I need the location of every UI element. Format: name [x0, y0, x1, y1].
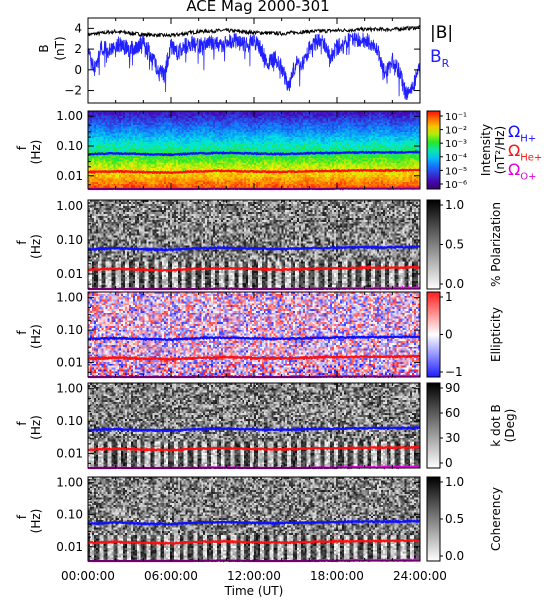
colorbar-tick-label: 1 [445, 290, 453, 304]
y-tick-label: 0.01 [56, 356, 83, 370]
y-tick-label: 2 [74, 42, 82, 56]
legend-b-total: |B| [430, 23, 453, 43]
y-tick-label: 1.00 [56, 476, 83, 490]
colorbar-tick-label: 0.0 [445, 277, 464, 291]
legend-omega-he: ΩHe+ [508, 141, 542, 163]
x-tick-label: 24:00:00 [393, 569, 447, 583]
y-tick-label: 1.00 [56, 199, 83, 213]
colorbar-tick-label: 10⁻² [445, 126, 467, 137]
y-tick-label: 0.10 [56, 323, 83, 337]
colorbar [426, 382, 441, 469]
y-tick-label: 0.10 [56, 508, 83, 522]
colorbar-tick-label: 1.0 [445, 475, 464, 489]
line-omega-h [87, 335, 421, 342]
line-omega-he [87, 354, 421, 362]
colorbar-tick-label: 0.5 [445, 238, 464, 252]
colorbar-tick-label: 90 [445, 381, 460, 395]
line-omega-h [87, 518, 421, 526]
y-tick-label: 0.01 [56, 447, 83, 461]
y-tick-label: 0.10 [56, 414, 83, 428]
colorbar-tick-label: 10⁻¹ [445, 112, 467, 123]
x-axis-label: Time (UT) [224, 584, 284, 598]
legend-omega-o: ΩO+ [508, 160, 536, 182]
colorbar-label: % Polarization [489, 202, 503, 287]
colorbar-unit: (nT²/Hz) [493, 126, 507, 174]
y-tick-label: 0.01 [56, 169, 83, 183]
y-tick-label: 0.10 [56, 139, 83, 153]
legend-b-r: BR [430, 47, 450, 70]
colorbar-tick-label: 0.5 [445, 512, 464, 526]
x-tick-label: 18:00:00 [310, 569, 364, 583]
y-tick-label: 0.01 [56, 540, 83, 554]
x-tick-label: 06:00:00 [144, 569, 198, 583]
colorbar-tick-label: 0 [445, 328, 453, 342]
y-tick-label: 4 [74, 21, 82, 35]
line-omega-he [87, 445, 421, 452]
colorbar [426, 476, 441, 562]
colorbar-tick-label: 10⁻⁴ [445, 153, 467, 164]
series-b-total-line [87, 24, 421, 38]
colorbar-tick-label: 10⁻⁶ [445, 180, 467, 191]
colorbar-tick-label: 10⁻³ [445, 139, 467, 150]
colorbar-tick-label: 60 [445, 406, 460, 420]
x-tick-label: 00:00:00 [61, 569, 115, 583]
spectrogram-image [88, 383, 420, 468]
colorbar-tick-label: 1.0 [445, 198, 464, 212]
colorbar-label: k dot B [489, 404, 503, 446]
y-tick-label: 1.00 [56, 109, 83, 123]
y-axis-unit: (nT) [53, 36, 67, 60]
colorbar-label: Coherency [489, 487, 503, 551]
spectrogram-image [88, 292, 420, 377]
colorbar [426, 199, 441, 290]
colorbar-tick-label: 10⁻⁵ [445, 166, 467, 177]
y-axis-label: f [15, 514, 29, 519]
y-axis-unit: (Hz) [29, 234, 43, 259]
spectrogram-image [88, 477, 420, 561]
colorbar [426, 291, 441, 378]
y-axis-unit: (Hz) [29, 140, 43, 165]
line-omega-h [87, 149, 421, 157]
line-omega-he [87, 538, 421, 545]
y-tick-label: 0 [74, 63, 82, 77]
legend-omega-h: ΩH+ [508, 122, 536, 144]
y-axis-unit: (Hz) [29, 509, 43, 534]
line-omega-he [87, 265, 421, 272]
colorbar-tick-label: 0 [445, 456, 453, 470]
colorbar-unit: (Deg) [503, 409, 517, 443]
line-omega-h [87, 426, 421, 433]
series-b-r-line [87, 32, 421, 100]
figure-title: ACE Mag 2000-301 [186, 0, 330, 15]
y-axis-label: f [15, 240, 29, 245]
line-omega-he [87, 168, 421, 175]
y-tick-label: 1.00 [56, 382, 83, 396]
y-axis-label: f [15, 421, 29, 426]
y-axis-label: f [15, 145, 29, 150]
colorbar-tick-label: 0.0 [445, 549, 464, 563]
spectrogram-image [88, 111, 420, 189]
y-tick-label: 0.01 [56, 267, 83, 281]
y-axis-unit: (Hz) [29, 324, 43, 349]
colorbar-label: Intensity [479, 124, 493, 176]
x-tick-label: 12:00:00 [227, 569, 281, 583]
y-tick-label: −2 [64, 84, 82, 98]
colorbar-tick-label: 30 [445, 431, 460, 445]
y-axis-label: f [15, 330, 29, 335]
colorbar-tick-label: −1 [445, 365, 463, 379]
y-tick-label: 0.10 [56, 233, 83, 247]
colorbar [426, 110, 441, 190]
spectrogram-image [88, 200, 420, 289]
y-axis-label: B [37, 44, 51, 52]
y-tick-label: 1.00 [56, 291, 83, 305]
colorbar-label: Ellipticity [489, 307, 503, 362]
line-omega-h [87, 244, 421, 252]
y-axis-unit: (Hz) [29, 415, 43, 440]
